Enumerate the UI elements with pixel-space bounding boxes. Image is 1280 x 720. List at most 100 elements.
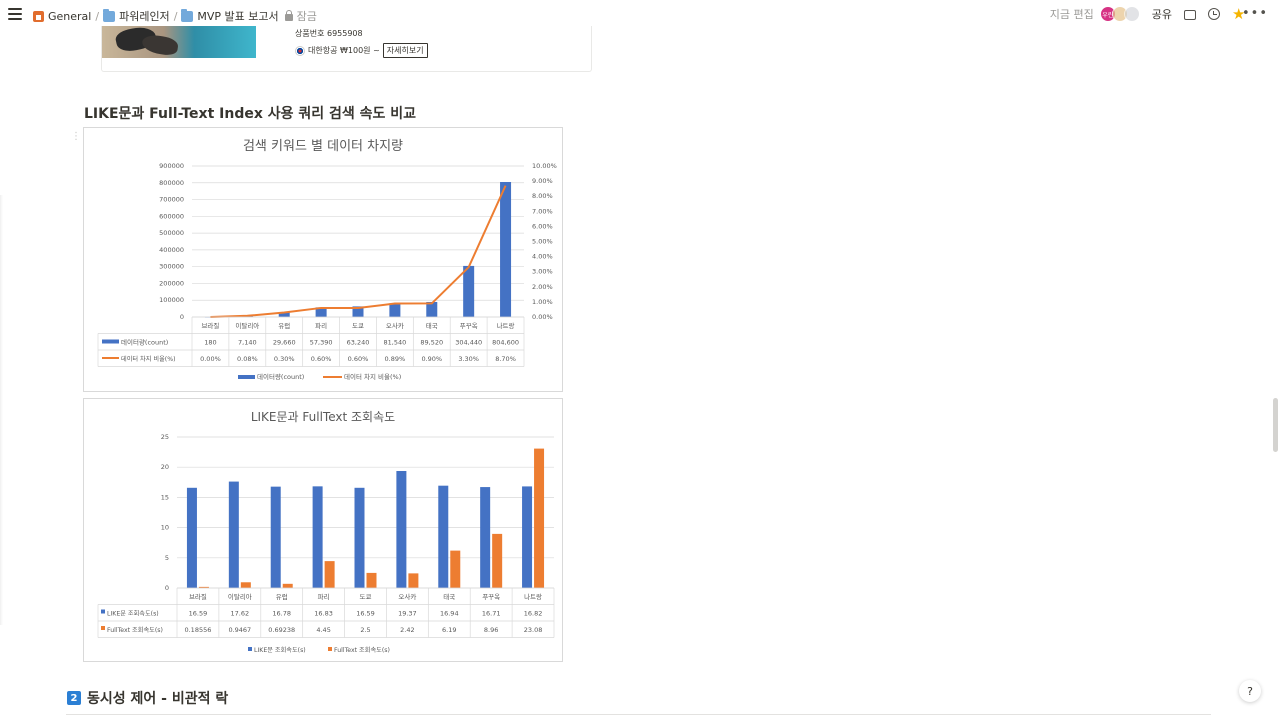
data-label: 17.62 [231,610,250,618]
bar [396,471,407,588]
avatar[interactable] [1123,6,1140,22]
category-label: 브라질 [201,321,219,330]
chart-query-speed[interactable]: LIKE문과 FullText 조회속도 0 5 10 15 20 25 브라질 이탈리아 유럽… [83,398,563,662]
bar [438,485,449,588]
data-label: 0.18556 [184,626,211,634]
bar [500,182,512,317]
bookmark-card[interactable]: 상품번호 6955908 대한항공 ₩100원 ~ 자세히보기 [101,24,592,72]
y-tick-label: 10 [161,524,169,532]
category-label: 태국 [443,593,455,601]
y-tick-label: 600000 [159,212,184,220]
breadcrumb-mvp-report[interactable]: MVP 발표 보고서 [178,6,281,26]
y-tick-label: 0 [165,584,169,592]
data-label: 0.89% [385,355,406,363]
chart-data-volume[interactable]: 검색 키워드 별 데이터 차지량 0 100000 200000 300000 4000… [83,127,563,392]
breadcrumb: General / 파워레인저 / MVP 발표 보고서 잠금 [30,6,320,26]
drag-handle-icon[interactable]: ⋮⋮ [71,131,90,142]
divider [66,714,1211,715]
category-label: 도쿄 [360,593,372,601]
y-tick-label: 200000 [159,279,184,287]
comment-icon[interactable] [1184,9,1196,20]
bar [426,301,438,317]
data-label: 180 [204,339,216,347]
category-label: 유럽 [278,321,290,330]
bar [352,306,364,317]
bar [450,550,461,588]
clock-icon[interactable] [1208,8,1220,20]
detail-button[interactable]: 자세히보기 [382,43,428,58]
airline-price: 대한항공 ₩100원 ~ [308,46,380,55]
bar [198,586,209,588]
data-label: 29,660 [273,339,296,347]
legend-key [101,609,105,614]
y2-tick-label: 7.00% [532,207,553,215]
data-label: 0.60% [348,355,369,363]
help-button[interactable]: ? [1239,680,1261,702]
category-label: 이탈리아 [228,592,252,601]
legend-key [248,647,252,651]
y-tick-label: 400000 [159,246,184,254]
y-tick-label: 100000 [159,296,184,304]
bookmark-text: 상품번호 6955908 대한항공 ₩100원 ~ 자세히보기 [295,28,428,58]
category-label: 푸꾸옥 [482,593,500,601]
bar [522,486,533,588]
bar [240,582,251,588]
data-label: 16.94 [440,610,459,618]
more-icon[interactable]: ••• [1241,6,1268,21]
bar [324,561,335,588]
legend-label: LIKE문 조회속도(s) [254,646,306,654]
y-tick-label: 15 [161,493,169,501]
next-section-heading: 2 동시성 제어 - 비관적 락 [67,688,228,708]
lock-status[interactable]: 잠금 [282,6,320,26]
y-tick-label: 0 [180,313,184,321]
section-heading: LIKE문과 Full-Text Index 사용 쿼리 검색 속도 비교 [84,106,417,122]
y2-tick-label: 4.00% [532,253,553,261]
breadcrumb-label: General [48,9,92,23]
breadcrumb-label: 파워레인저 [119,10,170,23]
category-label: 태국 [426,322,438,330]
y-tick-label: 300000 [159,263,184,271]
bar [480,487,491,588]
legend-key [101,626,105,630]
bar [270,486,281,588]
data-label: 63,240 [347,339,370,347]
data-label: 2.42 [400,626,414,634]
bar [463,265,475,317]
data-label: 0.08% [237,355,258,363]
breadcrumb-power-rangers[interactable]: 파워레인저 [100,6,173,26]
data-label: 23.08 [524,626,543,634]
star-icon[interactable]: ★ [1232,5,1246,23]
collaborator-avatars[interactable]: 우린 [1099,6,1140,22]
legend-label: 데이터량(count) [257,372,304,381]
category-label: 파리 [315,321,327,330]
category-label: 브라질 [189,592,207,601]
breadcrumb-general[interactable]: General [30,8,94,25]
scrollbar-thumb[interactable] [1273,398,1278,452]
series-label: 데이터량(count) [121,338,168,347]
folder-icon [181,8,194,22]
breadcrumb-separator: / [95,9,100,23]
data-label: 304,440 [455,339,482,347]
menu-icon[interactable] [8,8,22,20]
series-label: FullText 조회속도(s) [107,626,163,634]
data-label: 16.59 [356,610,375,618]
bar [366,572,377,588]
data-label: 0.00% [200,355,221,363]
folder-icon [103,8,116,22]
data-label: 8.70% [495,355,516,363]
category-label: 이탈리아 [235,321,259,330]
y2-tick-label: 6.00% [532,222,553,230]
y-tick-label: 800000 [159,179,184,187]
category-label: 유럽 [276,592,288,601]
y2-tick-label: 10.00% [532,162,557,170]
top-bar: General / 파워레인저 / MVP 발표 보고서 잠금 지금 편집 우린… [0,0,1280,30]
category-label: 도쿄 [352,322,364,330]
y-tick-label: 20 [161,463,169,471]
y-tick-label: 500000 [159,229,184,237]
category-label: 나트랑 [524,592,542,601]
bar [389,303,401,317]
bar [312,486,323,588]
home-icon [33,10,44,22]
legend-label: 데이터 차지 비율(%) [344,372,401,381]
share-button[interactable]: 공유 [1151,8,1172,21]
